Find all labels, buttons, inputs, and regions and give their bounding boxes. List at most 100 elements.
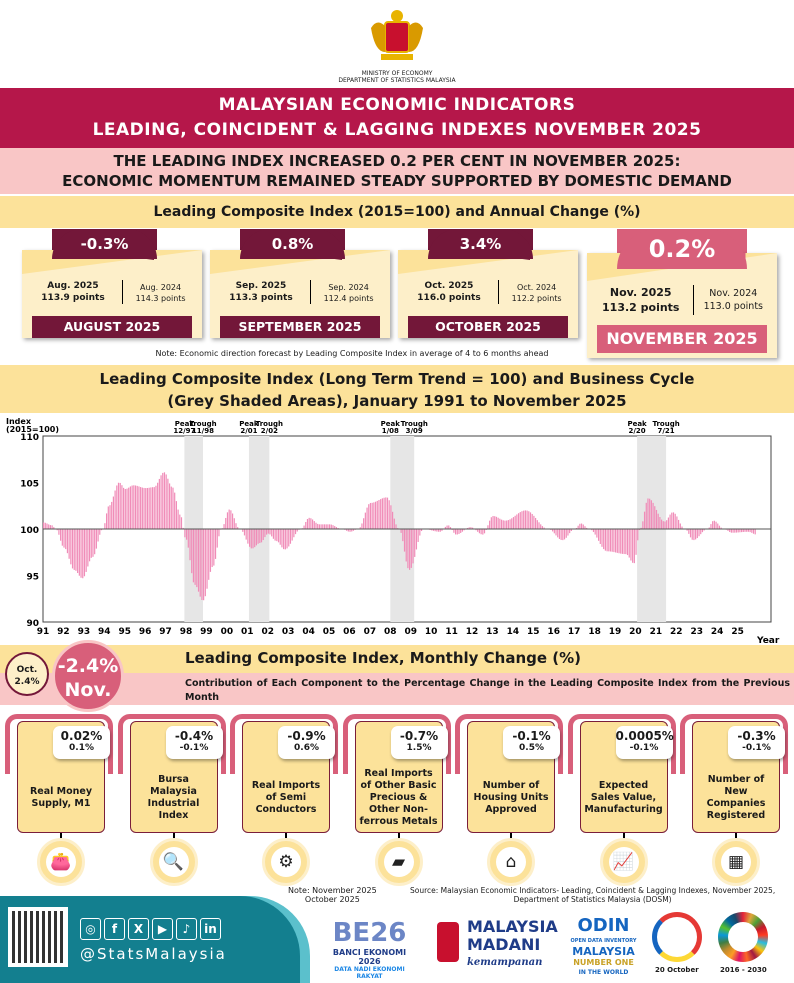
index-bar: [306, 518, 309, 529]
x-tick-label: 21: [650, 627, 663, 637]
index-bar: [453, 529, 455, 533]
index-bar: [647, 498, 649, 529]
index-bar: [729, 529, 731, 532]
index-bar: [475, 529, 477, 531]
index-bar: [388, 500, 390, 529]
index-bar: [512, 517, 515, 529]
index-bar: [734, 529, 736, 533]
facebook-icon[interactable]: f: [104, 918, 125, 940]
index-bar: [535, 517, 537, 529]
index-bar: [601, 529, 603, 547]
monthly-subtitle: Contribution of Each Component to the Pe…: [185, 678, 790, 703]
house-icon: ⌂: [487, 838, 535, 886]
x-tick-label: 91: [37, 627, 50, 637]
index-bar: [609, 529, 612, 552]
november-contribution: -0.9%: [287, 729, 326, 743]
index-bar: [669, 514, 671, 529]
index-bar: [271, 529, 273, 537]
index-bar: [85, 529, 87, 572]
index-bar: [78, 529, 80, 576]
index-bar: [327, 524, 329, 529]
x-tick-label: 18: [588, 627, 601, 637]
index-bar: [698, 529, 700, 537]
index-bar: [494, 516, 496, 529]
index-bar: [141, 487, 143, 529]
monthly-subtitle-band: [0, 673, 794, 705]
chart-title-line-2: (Grey Shaded Areas), January 1991 to Nov…: [167, 392, 627, 410]
trough-label: Trough 11/98: [189, 420, 216, 435]
previous-period: Nov. 2024: [709, 288, 758, 299]
social-handle[interactable]: @StatsMalaysia: [80, 945, 227, 963]
index-bar: [717, 523, 719, 529]
index-bar: [454, 529, 457, 535]
current-index: Oct. 2025 116.0 points: [400, 280, 499, 304]
index-bar: [529, 512, 532, 529]
index-bar: [243, 529, 246, 536]
odin-logo: ODIN OPEN DATA INVENTORY MALAYSIA NUMBER ON…: [570, 915, 637, 977]
index-bar: [667, 517, 669, 529]
annual-change-value: 0.2%: [617, 229, 747, 269]
index-bar: [506, 520, 508, 529]
index-bar: [599, 529, 601, 544]
index-bar: [148, 487, 150, 529]
index-bar: [245, 529, 247, 540]
index-bar: [666, 520, 668, 529]
index-bar: [737, 529, 739, 533]
tiktok-icon[interactable]: ♪: [176, 918, 197, 940]
index-bar: [562, 529, 564, 541]
index-bar: [638, 529, 641, 531]
index-bar: [250, 529, 252, 549]
index-bar: [97, 529, 99, 542]
index-bar: [267, 529, 269, 534]
index-bar: [415, 529, 418, 550]
index-bar: [140, 487, 142, 529]
index-bar: [391, 511, 394, 529]
index-bar: [477, 529, 479, 532]
index-bar: [233, 518, 235, 529]
connector-line: [172, 833, 175, 841]
peak-label: Peak 2/20: [627, 420, 647, 435]
november-contribution: -0.3%: [737, 729, 776, 743]
qr-code[interactable]: [8, 907, 68, 967]
index-bar: [519, 512, 521, 529]
index-bar: [197, 529, 200, 592]
index-bar: [138, 486, 140, 529]
index-bar: [482, 529, 484, 535]
index-bar: [720, 527, 722, 529]
index-bar: [272, 529, 275, 539]
x-icon[interactable]: X: [128, 918, 149, 940]
index-bar: [257, 529, 259, 544]
index-bar: [121, 485, 123, 529]
linkedin-icon[interactable]: in: [200, 918, 221, 940]
component-arch: [342, 714, 451, 774]
index-bar: [186, 529, 188, 540]
peak-label: Peak 1/08: [381, 420, 401, 435]
index-bar: [659, 517, 661, 529]
index-bar: [123, 487, 125, 529]
source-line-1: Source: Malaysian Economic Indicators- L…: [410, 886, 776, 895]
index-bar: [277, 529, 280, 543]
index-bar: [252, 529, 254, 549]
index-bar: [320, 524, 322, 529]
index-bar: [701, 529, 704, 533]
instagram-icon[interactable]: ◎: [80, 918, 101, 940]
index-bar: [255, 529, 258, 546]
chart-magnifier-icon: 🔍: [149, 838, 198, 886]
youtube-icon[interactable]: ▶: [152, 918, 173, 940]
component-name: Real Imports of Other Basic Precious & O…: [359, 768, 438, 827]
index-bar: [655, 509, 658, 529]
index-bar: [679, 523, 681, 529]
october-label: Oct.: [16, 665, 38, 675]
monthly-title: Leading Composite Index, Monthly Change …: [185, 649, 582, 667]
index-bar: [560, 529, 562, 540]
index-bar: [325, 524, 327, 529]
october-contribution: 0.6%: [294, 743, 319, 753]
index-bar: [444, 526, 446, 529]
index-bar: [555, 529, 557, 536]
index-bar: [458, 529, 460, 534]
index-bar: [112, 496, 114, 529]
index-bar: [46, 523, 48, 529]
index-bar: [150, 487, 152, 529]
index-bar: [318, 524, 320, 529]
november-label: Nov.: [64, 679, 112, 701]
